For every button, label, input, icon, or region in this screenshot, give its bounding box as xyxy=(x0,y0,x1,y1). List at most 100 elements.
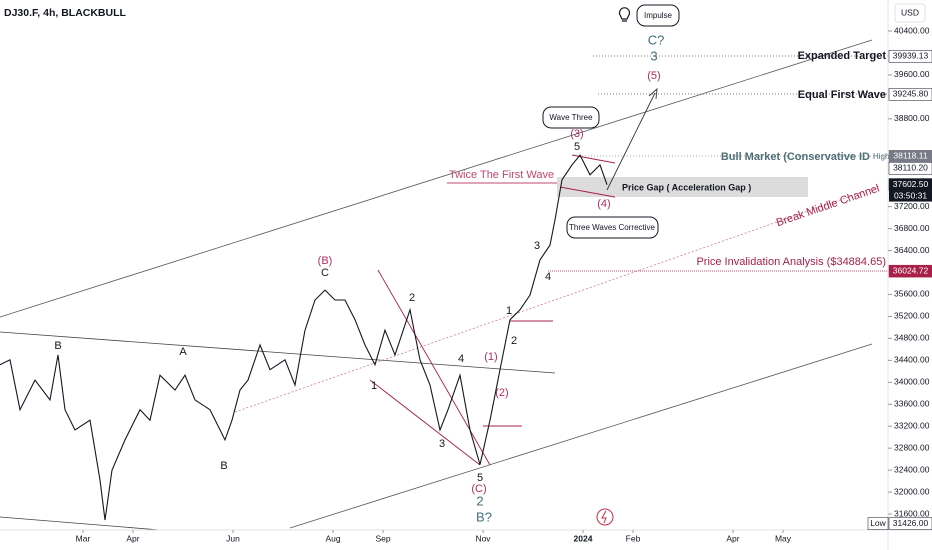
event-icon-bolt xyxy=(601,510,607,524)
middle-channel xyxy=(234,185,881,413)
y-tick-label: 35600.00 xyxy=(894,289,930,299)
wave-label: 5 xyxy=(477,472,483,484)
annotation: Price Gap ( Acceleration Gap ) xyxy=(622,182,751,192)
x-tick-label: Feb xyxy=(626,533,641,543)
y-tick-label: 38800.00 xyxy=(894,113,930,123)
y-tick-label: 32400.00 xyxy=(894,464,930,474)
y-tick-label: 35200.00 xyxy=(894,311,930,321)
y-tick-label: 37200.00 xyxy=(894,201,930,211)
wave-label: (4) xyxy=(597,198,610,210)
y-tick-label: 40400.00 xyxy=(894,25,930,35)
price-tag-label: 37602.50 xyxy=(893,179,929,189)
x-tick-label: Mar xyxy=(76,533,91,543)
price-line xyxy=(0,154,608,521)
x-tick-label: May xyxy=(775,533,792,543)
wave-label: C? xyxy=(648,32,665,47)
wave-label: 1 xyxy=(506,305,512,317)
price-tag xyxy=(888,88,932,101)
y-tick-label: 36800.00 xyxy=(894,223,930,233)
callout-text: Impulse xyxy=(644,11,673,20)
triangle-line xyxy=(559,186,616,198)
callout-text: Wave Three xyxy=(549,113,593,122)
x-tick-label: Nov xyxy=(475,533,491,543)
countdown-box xyxy=(889,190,932,202)
annotation: Equal First Wave xyxy=(798,89,886,101)
wave-label: 3 xyxy=(650,48,657,63)
annotation: Price Invalidation Analysis ($34884.65) xyxy=(696,256,886,268)
x-tick-label: Aug xyxy=(325,533,340,543)
lightbulb-icon xyxy=(618,7,631,22)
annotation: Bull Market (Conservative ID xyxy=(721,151,870,163)
wave-label: (B) xyxy=(318,255,333,267)
price-gap-box xyxy=(557,177,808,197)
wave-label: 2 xyxy=(511,335,517,347)
price-tag-label: 31426.00 xyxy=(893,518,929,528)
wave-label: A xyxy=(179,346,187,358)
price-tag xyxy=(888,50,932,63)
x-tick-label: Apr xyxy=(726,533,739,543)
price-tag xyxy=(888,517,932,530)
wave-label: 2 xyxy=(409,292,415,304)
annotation: High xyxy=(873,152,889,161)
wave-label: B xyxy=(54,340,61,352)
price-tag-label: 36024.72 xyxy=(893,265,929,275)
symbol: DJ30.F, 4h, BLACKBULL xyxy=(4,7,127,19)
y-tick-label: 39600.00 xyxy=(894,69,930,79)
wave-label: 5 xyxy=(574,141,580,153)
callout xyxy=(636,4,680,27)
callout-text: Three Waves Corrective xyxy=(569,223,656,232)
y-tick-label: 34800.00 xyxy=(894,333,930,343)
wave-label: 2 xyxy=(476,493,483,508)
currency-box xyxy=(894,3,926,23)
wave-label: B? xyxy=(476,509,492,524)
y-tick-label: 33200.00 xyxy=(894,420,930,430)
upper-channel xyxy=(0,39,873,318)
event-icon xyxy=(596,508,614,526)
wave-label: (5) xyxy=(647,70,660,82)
countdown: 03:50:31 xyxy=(894,190,927,200)
price-tag-label: 39939.13 xyxy=(893,51,929,61)
wave-label: (C) xyxy=(471,483,486,495)
y-tick-label: 32000.00 xyxy=(894,486,930,496)
x-tick-label: 2024 xyxy=(574,533,593,543)
price-tag xyxy=(888,162,932,175)
price-tag-label: 38110.20 xyxy=(893,163,928,173)
arrow-head xyxy=(648,87,658,100)
price-tag-label: 39245.80 xyxy=(893,89,929,99)
trend-line xyxy=(0,331,556,374)
wave-label: (3) xyxy=(570,128,583,140)
y-tick-label: 34400.00 xyxy=(894,355,930,365)
low-box xyxy=(867,517,889,530)
x-tick-label: Sep xyxy=(375,533,390,543)
wave-label: 3 xyxy=(439,438,445,450)
x-tick-label: Apr xyxy=(126,533,139,543)
wave-label: 3 xyxy=(534,240,540,252)
trend-line xyxy=(0,516,161,531)
wave-label: 4 xyxy=(545,271,551,283)
wave-label: 4 xyxy=(458,353,464,365)
wave-label: (1) xyxy=(484,351,497,363)
price-tag xyxy=(888,264,932,278)
lower-channel xyxy=(289,343,873,529)
y-tick-label: 32800.00 xyxy=(894,442,930,452)
y-tick-label: 36400.00 xyxy=(894,245,930,255)
y-tick-label: 31600.00 xyxy=(894,508,930,518)
annotation: Expanded Target xyxy=(798,50,887,62)
callout xyxy=(566,216,659,239)
x-tick-label: Jun xyxy=(226,533,240,543)
y-tick-label: 33600.00 xyxy=(894,399,930,409)
wave-label: 1 xyxy=(371,380,377,392)
wedge-line xyxy=(369,379,481,466)
price-tag-label: 38118.11 xyxy=(893,151,927,161)
currency: USD xyxy=(901,7,919,17)
projection-arrow xyxy=(606,92,656,191)
annotation: Twice The First Wave xyxy=(449,169,554,181)
wave-label: B xyxy=(220,460,227,472)
wave-label: (2) xyxy=(495,387,508,399)
wedge-line xyxy=(377,269,491,466)
low-label: Low xyxy=(870,518,886,528)
wave-label: C xyxy=(321,267,329,279)
y-tick-label: 34000.00 xyxy=(894,377,930,387)
